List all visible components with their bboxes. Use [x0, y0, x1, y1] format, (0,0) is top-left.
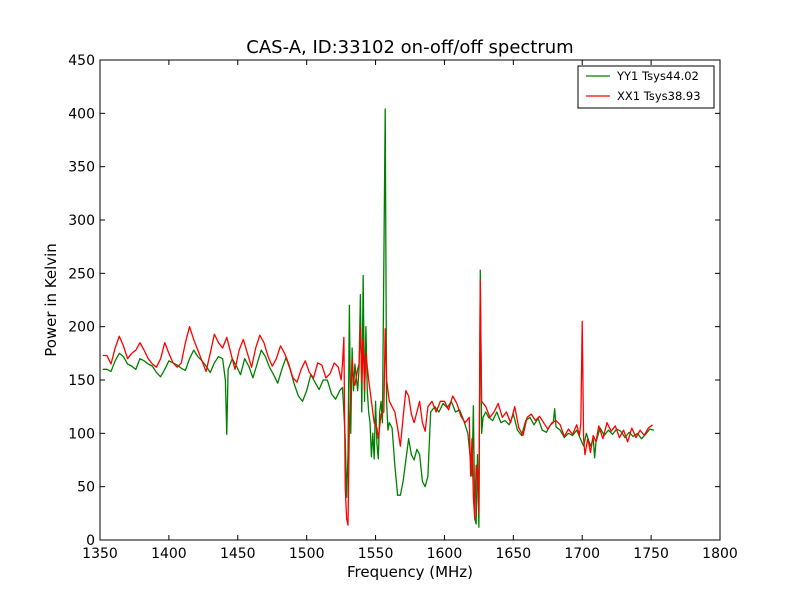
- axis-ticks: 1350 1400 1450 1500 1550 1600 1650 1700 1750 1800…: [68, 53, 738, 562]
- legend-label-yy1: YY1 Tsys44.02: [616, 69, 699, 83]
- y-tick-label: 250: [68, 266, 95, 282]
- legend-frame: [577, 65, 715, 109]
- x-tick-label: 1600: [427, 546, 463, 562]
- y-tick-label: 400: [68, 106, 95, 122]
- y-tick-label: 100: [68, 426, 95, 442]
- y-tick-label: 0: [86, 533, 95, 549]
- y-tick-label: 200: [68, 320, 95, 336]
- y-axis-label: Power in Kelvin: [42, 243, 60, 357]
- series-layer: [102, 108, 655, 528]
- y-tick-label: 150: [68, 373, 95, 389]
- y-tick-label: 300: [68, 213, 95, 229]
- chart-title: CAS-A, ID:33102 on-off/off spectrum: [246, 37, 573, 58]
- x-axis-label: Frequency (MHz): [347, 563, 473, 581]
- x-tick-label: 1400: [151, 546, 187, 562]
- x-tick-label: 1750: [633, 546, 669, 562]
- x-tick-label: 1550: [358, 546, 394, 562]
- legend: YY1 Tsys44.02 XX1 Tsys38.93: [577, 65, 715, 109]
- y-tick-label: 450: [68, 53, 95, 69]
- plot-area: 1350 1400 1450 1500 1550 1600 1650 1700 1750 1800…: [68, 53, 738, 562]
- x-tick-label: 1350: [82, 546, 118, 562]
- x-tick-label: 1500: [289, 546, 325, 562]
- x-tick-label: 1450: [220, 546, 256, 562]
- plot-frame: [99, 59, 721, 541]
- y-tick-label: 50: [77, 480, 95, 496]
- x-tick-label: 1700: [564, 546, 600, 562]
- y-tick-label: 350: [68, 160, 95, 176]
- x-tick-label: 1650: [496, 546, 532, 562]
- series-line-xx1: [102, 280, 653, 526]
- legend-label-xx1: XX1 Tsys38.93: [617, 89, 701, 103]
- x-tick-label: 1800: [702, 546, 738, 562]
